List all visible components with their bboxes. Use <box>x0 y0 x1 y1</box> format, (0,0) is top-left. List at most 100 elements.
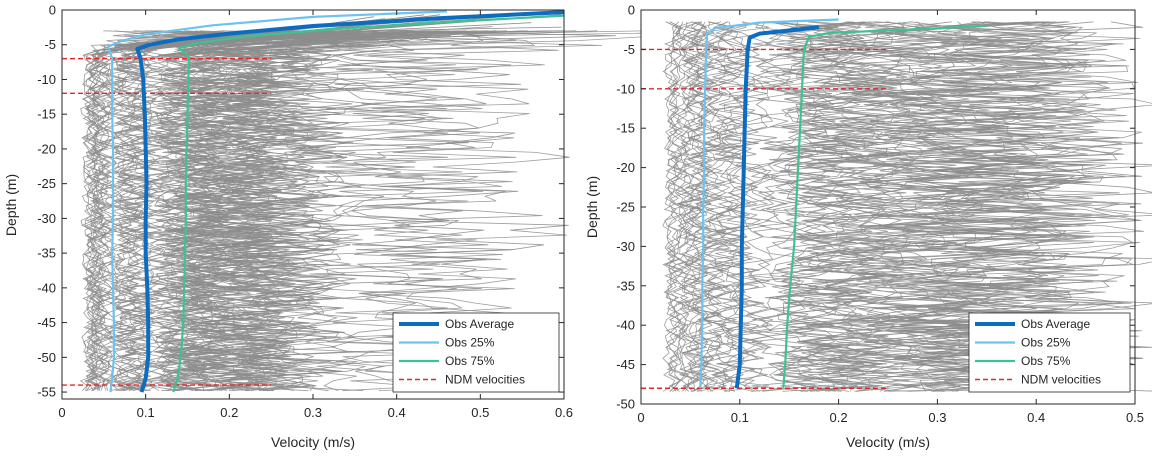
observation-profile <box>91 30 208 391</box>
x-axis-label: Velocity (m/s) <box>846 434 930 450</box>
observation-profile <box>806 21 929 392</box>
observation-profile <box>877 21 1053 392</box>
y-tick-label: -35 <box>37 246 56 261</box>
x-tick-label: 0.2 <box>830 410 848 425</box>
x-tick-label: 0.4 <box>1027 410 1045 425</box>
legend-entry: NDM velocities <box>445 373 525 387</box>
observation-profile <box>188 30 433 392</box>
x-tick-label: 0 <box>637 410 644 425</box>
y-tick-label: -40 <box>616 318 635 333</box>
y-tick-label: -5 <box>623 42 635 57</box>
observation-profile <box>783 21 889 392</box>
y-tick-label: 0 <box>628 3 635 18</box>
series-line-obs-25- <box>699 18 839 389</box>
observation-profile <box>79 30 237 391</box>
x-tick-label: 0.5 <box>1126 410 1144 425</box>
series-line-obs-75- <box>172 14 565 393</box>
right-chart: 0 0.1 0.2 0.3 0.4 0.5 0 -5 -10 -15 -20 -25 -30 -35 -4… <box>584 3 1152 450</box>
legend-entry: Obs 75% <box>1021 354 1071 368</box>
observation-profile <box>119 30 374 392</box>
series-lines <box>699 18 987 389</box>
x-axis-ticks: 0 0.1 0.2 0.3 0.4 0.5 <box>637 10 1144 425</box>
observation-profile <box>763 21 850 392</box>
observation-profiles <box>662 21 1152 392</box>
observation-profile <box>227 30 455 392</box>
observation-profile <box>168 30 477 392</box>
y-tick-label: -45 <box>616 357 635 372</box>
observation-profile <box>876 21 1041 392</box>
x-tick-label: 0.5 <box>471 405 489 420</box>
observation-profile <box>702 21 752 392</box>
y-tick-label: -50 <box>616 397 635 412</box>
y-tick-label: -45 <box>37 315 56 330</box>
observation-profile <box>126 30 229 392</box>
observation-profile <box>678 21 709 392</box>
x-tick-label: 0.1 <box>731 410 749 425</box>
observation-profile <box>88 30 300 392</box>
y-axis-ticks: 0 -5 -10 -15 -20 -25 -30 -35 -40 -45 -50 -55 <box>37 3 564 400</box>
legend-entry: Obs Average <box>1021 317 1090 331</box>
observation-profile <box>227 30 553 392</box>
observation-profile <box>864 21 1034 392</box>
legend-entry: Obs 25% <box>1021 336 1071 350</box>
legend-entry: Obs 75% <box>445 354 495 368</box>
y-tick-label: 0 <box>49 3 56 18</box>
y-tick-label: -35 <box>616 278 635 293</box>
x-tick-label: 0.3 <box>304 405 322 420</box>
x-tick-label: 0.3 <box>928 410 946 425</box>
observation-profile <box>748 21 833 392</box>
observation-profile <box>105 30 160 392</box>
y-tick-label: -30 <box>37 211 56 226</box>
observation-profile <box>90 30 317 391</box>
observation-profile <box>169 30 426 392</box>
observation-profile <box>767 21 862 392</box>
observation-profile <box>295 30 598 392</box>
series-line-obs-average <box>135 10 565 393</box>
observation-profile <box>202 30 467 392</box>
y-tick-label: -5 <box>44 37 56 52</box>
ndm-lines <box>62 57 272 386</box>
y-tick-label: -20 <box>37 141 56 156</box>
y-axis-label: Depth (m) <box>3 174 19 236</box>
observation-profile <box>689 21 726 392</box>
observation-profile <box>908 21 1088 392</box>
observation-profile <box>212 30 480 392</box>
observation-profile <box>662 21 680 392</box>
x-axis-label: Velocity (m/s) <box>271 434 355 450</box>
y-tick-label: -40 <box>37 280 56 295</box>
y-tick-label: -30 <box>616 239 635 254</box>
y-tick-label: -15 <box>616 121 635 136</box>
observation-profile <box>702 21 750 392</box>
y-axis-label: Depth (m) <box>584 176 600 238</box>
legend-entry: Obs 25% <box>445 336 495 350</box>
left-chart: 0 0.1 0.2 0.3 0.4 0.5 0.6 0 -5 -10 -15 -20 -25 -30 -3… <box>3 3 800 450</box>
x-tick-label: 0.4 <box>388 405 406 420</box>
observation-profile <box>88 30 250 391</box>
observation-profile <box>742 21 817 392</box>
observation-profile <box>689 21 729 392</box>
ndm-lines <box>641 48 888 389</box>
series-line-obs-25- <box>106 10 447 393</box>
y-tick-label: -10 <box>616 81 635 96</box>
y-tick-label: -50 <box>37 350 56 365</box>
x-axis-ticks: 0 0.1 0.2 0.3 0.4 0.5 0.6 <box>58 10 573 420</box>
y-tick-label: -10 <box>37 72 56 87</box>
x-tick-label: 0.6 <box>555 405 573 420</box>
series-lines <box>106 10 565 393</box>
legend: Obs Average Obs 25% Obs 75% NDM velocities <box>968 312 1131 393</box>
legend: Obs Average Obs 25% Obs 75% NDM velocities <box>392 312 560 393</box>
series-line-obs-average <box>734 25 820 389</box>
observation-profile <box>131 30 234 392</box>
observation-profile <box>671 21 695 392</box>
y-tick-label: -55 <box>37 385 56 400</box>
observation-profile <box>92 30 316 391</box>
x-tick-label: 0.1 <box>137 405 155 420</box>
observation-profile <box>89 30 311 391</box>
x-tick-label: 0.2 <box>220 405 238 420</box>
x-tick-label: 0 <box>58 405 65 420</box>
y-tick-label: -20 <box>616 160 635 175</box>
legend-entry: NDM velocities <box>1021 373 1101 387</box>
observation-profile <box>163 26 493 48</box>
observation-profile <box>156 30 410 392</box>
